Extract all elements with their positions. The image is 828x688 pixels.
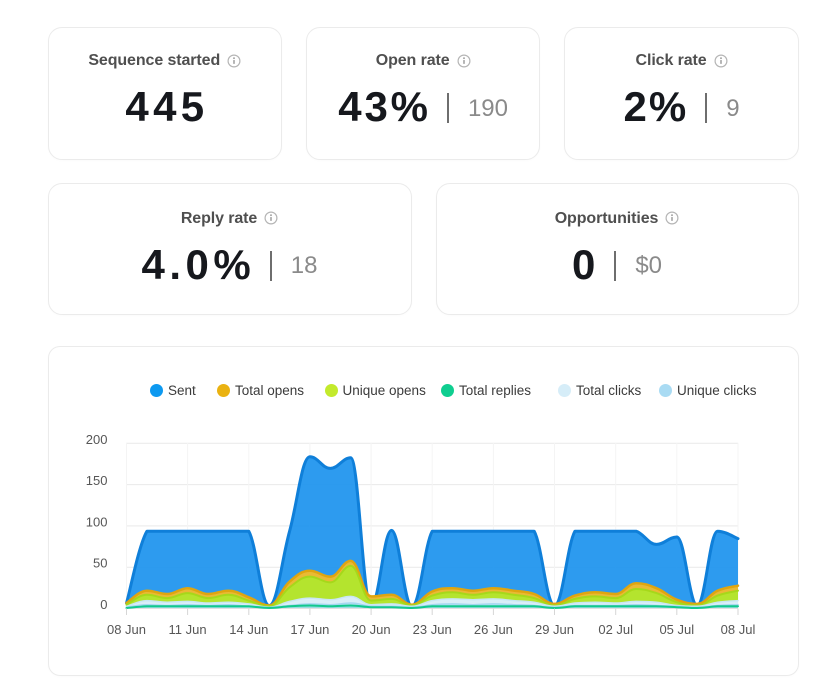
svg-text:100: 100 xyxy=(85,514,107,529)
svg-text:200: 200 xyxy=(85,431,107,446)
svg-text:11 Jun: 11 Jun xyxy=(168,622,206,637)
svg-text:02 Jul: 02 Jul xyxy=(598,622,633,637)
svg-text:23 Jun: 23 Jun xyxy=(412,622,451,637)
svg-text:05 Jul: 05 Jul xyxy=(659,622,694,637)
svg-text:0: 0 xyxy=(100,597,107,612)
svg-text:08 Jul: 08 Jul xyxy=(720,622,755,637)
svg-text:20 Jun: 20 Jun xyxy=(351,622,390,637)
svg-text:26 Jun: 26 Jun xyxy=(473,622,512,637)
svg-text:50: 50 xyxy=(93,555,107,570)
svg-text:17 Jun: 17 Jun xyxy=(290,622,329,637)
svg-text:29 Jun: 29 Jun xyxy=(534,622,573,637)
svg-text:150: 150 xyxy=(85,473,107,488)
svg-text:14 Jun: 14 Jun xyxy=(229,622,268,637)
svg-text:08 Jun: 08 Jun xyxy=(106,622,145,637)
